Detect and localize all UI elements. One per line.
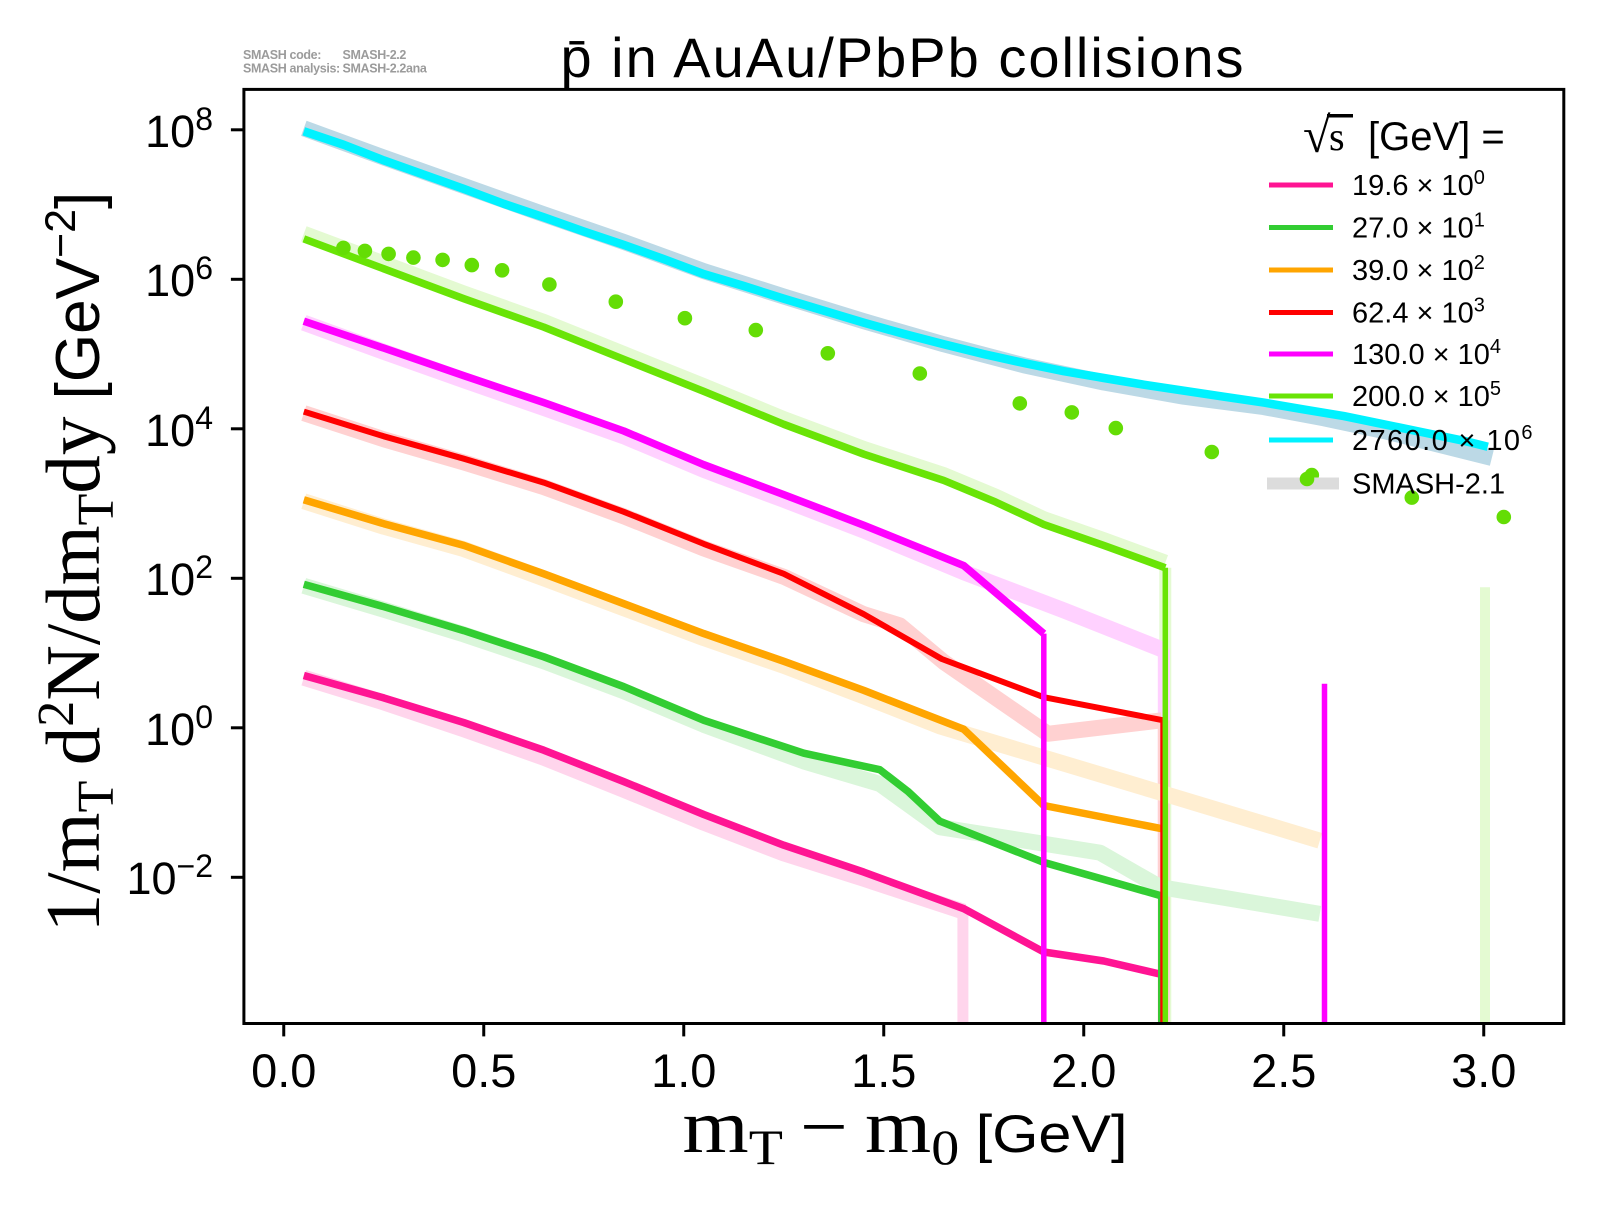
svg-text:130.0 × 104: 130.0 × 104 (1352, 336, 1501, 371)
svg-text:0.5: 0.5 (451, 1044, 516, 1097)
svg-text:√: √ (1303, 107, 1331, 163)
svg-text:s: s (1329, 114, 1345, 159)
svg-text:62.4 × 103: 62.4 × 103 (1352, 295, 1485, 330)
svg-text:100: 100 (145, 699, 213, 755)
svg-text:SMASH code:: SMASH code: (243, 48, 321, 62)
svg-text:2.5: 2.5 (1251, 1044, 1316, 1097)
svg-text:19.6 × 100: 19.6 × 100 (1352, 167, 1485, 202)
svg-text:mT − m0 [GeV]: mT − m0 [GeV] (683, 1085, 1128, 1175)
svg-text:3.0: 3.0 (1451, 1044, 1516, 1097)
svg-text:2760.0 × 106: 2760.0 × 106 (1352, 422, 1534, 457)
svg-text:[GeV] =: [GeV] = (1368, 115, 1505, 159)
svg-text:SMASH-2.1: SMASH-2.1 (1352, 469, 1505, 501)
svg-text:1/mT d2N/dmTdy [GeV−2]: 1/mT d2N/dmTdy [GeV−2] (28, 192, 125, 932)
svg-text:106: 106 (145, 250, 213, 306)
svg-text:1.5: 1.5 (851, 1044, 916, 1097)
svg-text:104: 104 (145, 400, 213, 456)
svg-text:200.0 × 105: 200.0 × 105 (1352, 378, 1501, 413)
svg-text:SMASH-2.2: SMASH-2.2 (343, 48, 407, 62)
svg-text:39.0 × 102: 39.0 × 102 (1352, 252, 1485, 287)
svg-text:1.0: 1.0 (651, 1044, 716, 1097)
svg-text:SMASH analysis:: SMASH analysis: (243, 62, 340, 76)
svg-text:2.0: 2.0 (1051, 1044, 1116, 1097)
svg-text:27.0 × 101: 27.0 × 101 (1352, 210, 1485, 245)
svg-text:0.0: 0.0 (251, 1044, 316, 1097)
svg-text:102: 102 (145, 549, 213, 605)
svg-text:SMASH-2.2ana: SMASH-2.2ana (343, 62, 428, 76)
svg-text:108: 108 (145, 101, 213, 157)
svg-text:10−2: 10−2 (126, 848, 213, 904)
svg-text:p̄ in AuAu/PbPb collisions: p̄ in AuAu/PbPb collisions (560, 26, 1245, 89)
